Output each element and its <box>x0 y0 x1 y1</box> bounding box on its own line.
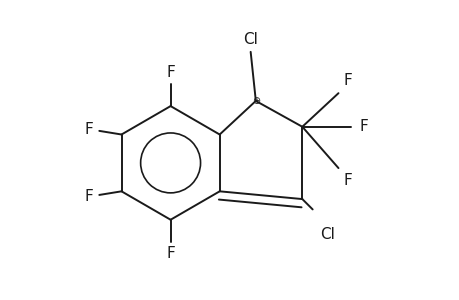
Text: F: F <box>84 189 93 204</box>
Text: Cl: Cl <box>243 32 257 47</box>
Text: F: F <box>358 119 367 134</box>
Text: ⊕: ⊕ <box>251 96 259 106</box>
Text: F: F <box>343 173 352 188</box>
Text: F: F <box>84 122 93 137</box>
Text: Cl: Cl <box>320 227 335 242</box>
Text: F: F <box>343 73 352 88</box>
Text: F: F <box>166 246 174 261</box>
Text: F: F <box>166 65 174 80</box>
